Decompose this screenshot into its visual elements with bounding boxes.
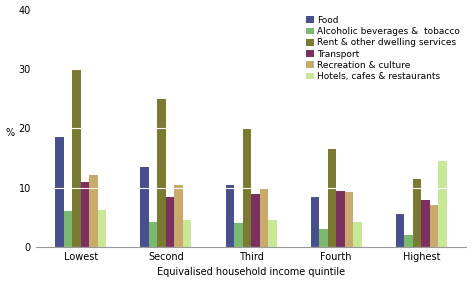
X-axis label: Equivalised household income quintile: Equivalised household income quintile xyxy=(157,267,345,277)
Bar xyxy=(438,161,447,247)
Bar xyxy=(260,188,268,247)
Bar xyxy=(268,220,277,247)
Bar xyxy=(430,205,438,247)
Bar xyxy=(353,222,362,247)
Bar xyxy=(158,98,166,247)
Bar xyxy=(413,179,421,247)
Bar xyxy=(405,235,413,247)
Bar xyxy=(64,211,72,247)
Bar xyxy=(55,137,64,247)
Bar xyxy=(311,197,319,247)
Bar xyxy=(328,149,336,247)
Bar xyxy=(140,167,149,247)
Bar xyxy=(166,197,175,247)
Bar xyxy=(149,222,158,247)
Bar xyxy=(81,182,89,247)
Bar xyxy=(98,210,106,247)
Bar xyxy=(421,200,430,247)
Bar xyxy=(396,215,405,247)
Y-axis label: %: % xyxy=(6,128,15,138)
Bar xyxy=(251,194,260,247)
Bar xyxy=(89,175,98,247)
Bar xyxy=(243,128,251,247)
Bar xyxy=(345,192,353,247)
Bar xyxy=(226,185,234,247)
Bar xyxy=(175,185,183,247)
Bar xyxy=(183,220,192,247)
Bar xyxy=(72,69,81,247)
Bar xyxy=(234,223,243,247)
Bar xyxy=(336,191,345,247)
Bar xyxy=(319,229,328,247)
Legend: Food, Alcoholic beverages &  tobacco, Rent & other dwelling services, Transport,: Food, Alcoholic beverages & tobacco, Ren… xyxy=(304,14,462,83)
